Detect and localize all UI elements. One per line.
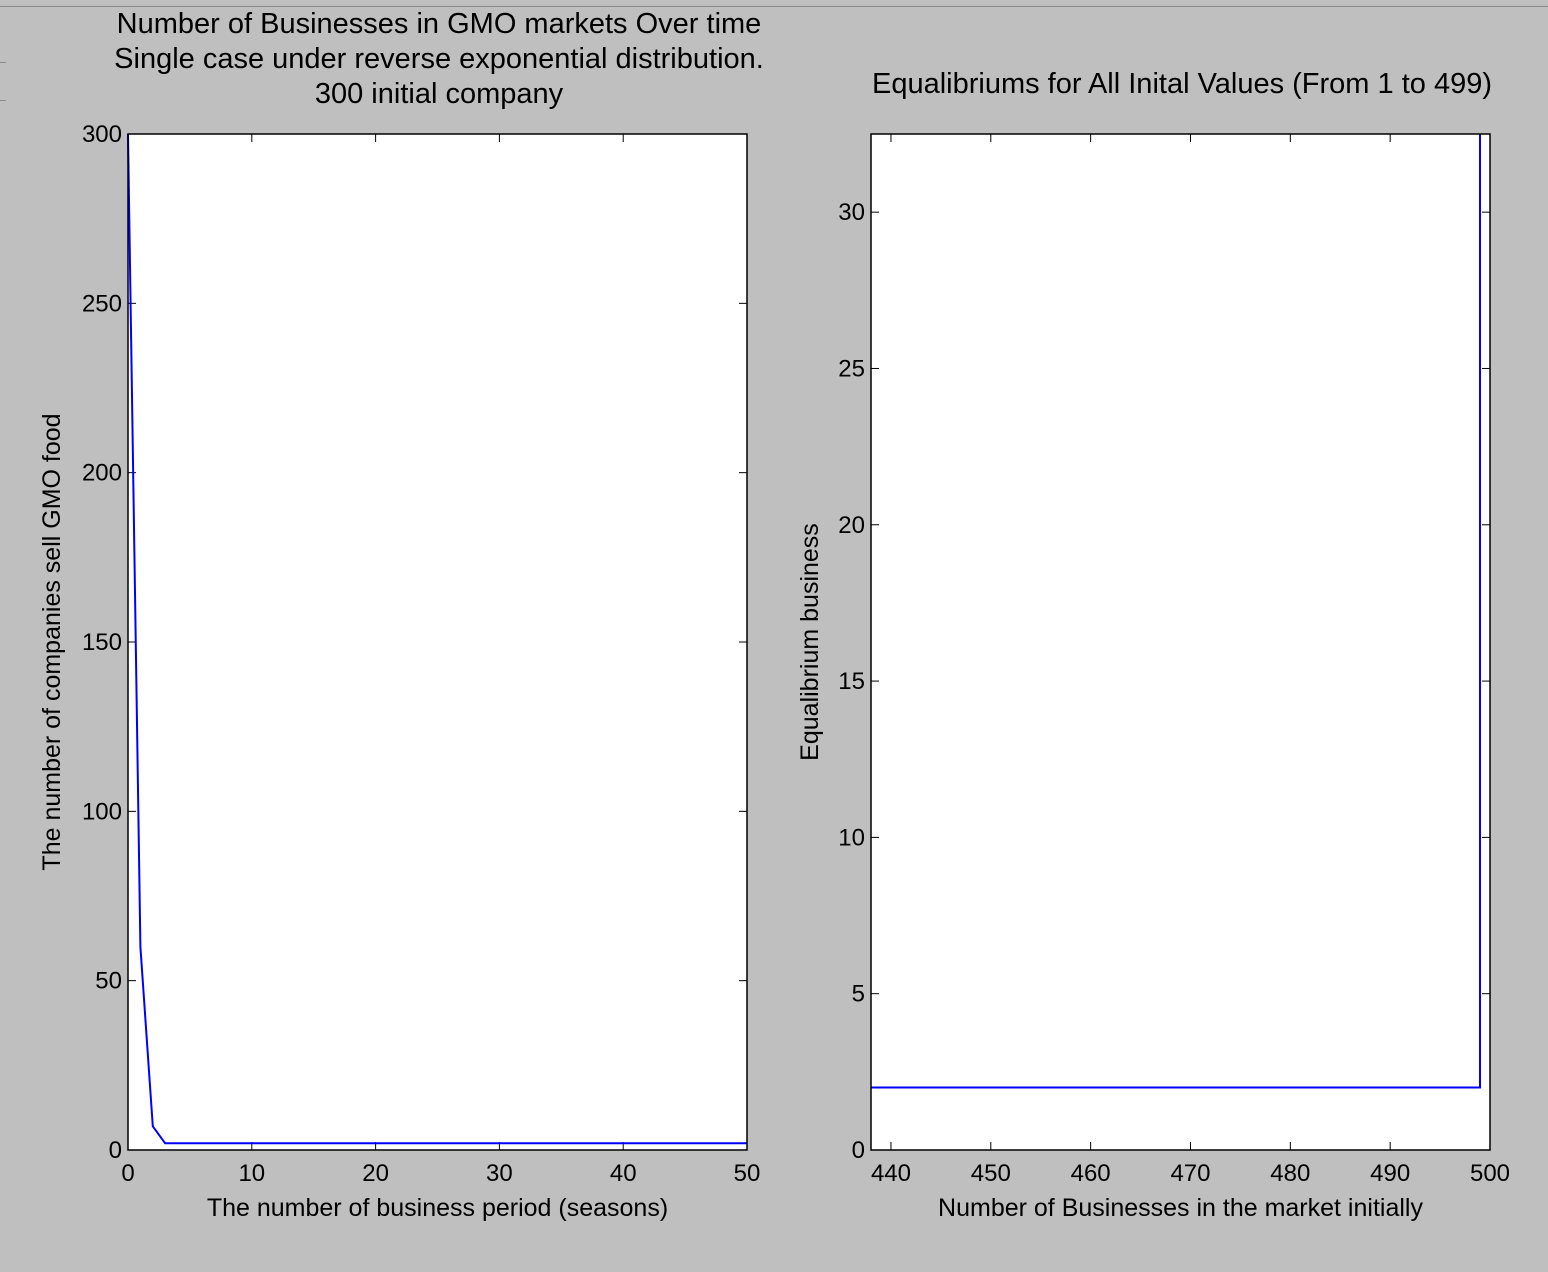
left-chart-y-axis-label: The number of companies sell GMO food bbox=[38, 413, 66, 870]
right-chart-ticks bbox=[871, 134, 1491, 1151]
left-chart-series bbox=[127, 133, 747, 1145]
title-line: Equalibriums for All Inital Values (From… bbox=[872, 68, 1492, 100]
left-chart: Number of Businesses in GMO markets Over… bbox=[38, 8, 764, 1222]
y-tick-label: 15 bbox=[838, 668, 865, 695]
y-tick-label: 200 bbox=[82, 460, 122, 487]
x-tick-label: 40 bbox=[610, 1160, 637, 1187]
left-chart-tick-labels: 0 10 20 30 40 50 0 50 100 150 200 250 300 bbox=[82, 121, 760, 1187]
x-tick-label: 470 bbox=[1170, 1160, 1210, 1187]
window-edge-line-left bbox=[0, 62, 6, 63]
series-line bbox=[127, 133, 747, 1145]
x-tick-label: 20 bbox=[362, 1160, 389, 1187]
right-chart-series bbox=[871, 134, 1481, 1089]
right-chart-y-axis-label: Equalibrium business bbox=[796, 523, 824, 761]
x-tick-label: 490 bbox=[1370, 1160, 1410, 1187]
series-line bbox=[871, 134, 1481, 1089]
y-tick-label: 150 bbox=[82, 629, 122, 656]
right-chart-x-axis-label: Number of Businesses in the market initi… bbox=[938, 1194, 1423, 1222]
y-tick-label: 250 bbox=[82, 290, 122, 317]
y-tick-label: 25 bbox=[838, 355, 865, 382]
title-line: Number of Businesses in GMO markets Over… bbox=[117, 8, 762, 40]
right-chart-tick-labels: 440 450 460 470 480 490 500 0 5 10 15 20 25 30 bbox=[838, 199, 1510, 1187]
y-tick-label: 10 bbox=[838, 824, 865, 851]
y-tick-label: 100 bbox=[82, 798, 122, 825]
window-edge-line-top bbox=[0, 6, 1548, 7]
y-tick-label: 0 bbox=[852, 1137, 865, 1164]
right-chart-title: Equalibriums for All Inital Values (From… bbox=[872, 68, 1492, 100]
y-tick-label: 30 bbox=[838, 199, 865, 226]
left-chart-title: Number of Businesses in GMO markets Over… bbox=[114, 8, 764, 110]
left-plot-area bbox=[128, 134, 747, 1150]
right-plot-area bbox=[871, 134, 1490, 1150]
x-tick-label: 440 bbox=[871, 1160, 911, 1187]
x-tick-label: 500 bbox=[1470, 1160, 1510, 1187]
y-tick-label: 300 bbox=[82, 121, 122, 148]
left-chart-x-axis-label: The number of business period (seasons) bbox=[207, 1194, 668, 1222]
window-edge-line-left-2 bbox=[0, 100, 6, 101]
x-tick-label: 480 bbox=[1270, 1160, 1310, 1187]
title-line: 300 initial company bbox=[315, 78, 564, 110]
y-tick-label: 50 bbox=[95, 968, 122, 995]
x-tick-label: 10 bbox=[238, 1160, 265, 1187]
x-tick-label: 450 bbox=[971, 1160, 1011, 1187]
x-tick-label: 460 bbox=[1071, 1160, 1111, 1187]
x-tick-label: 0 bbox=[121, 1160, 134, 1187]
title-line: Single case under reverse exponential di… bbox=[114, 43, 764, 75]
x-tick-label: 50 bbox=[734, 1160, 761, 1187]
y-tick-label: 20 bbox=[838, 512, 865, 539]
right-chart: Equalibriums for All Inital Values (From… bbox=[796, 68, 1510, 1222]
y-tick-label: 0 bbox=[109, 1137, 122, 1164]
right-plot-frame bbox=[870, 133, 1491, 1151]
y-tick-label: 5 bbox=[852, 981, 865, 1008]
left-plot-frame bbox=[127, 133, 748, 1151]
x-tick-label: 30 bbox=[486, 1160, 513, 1187]
